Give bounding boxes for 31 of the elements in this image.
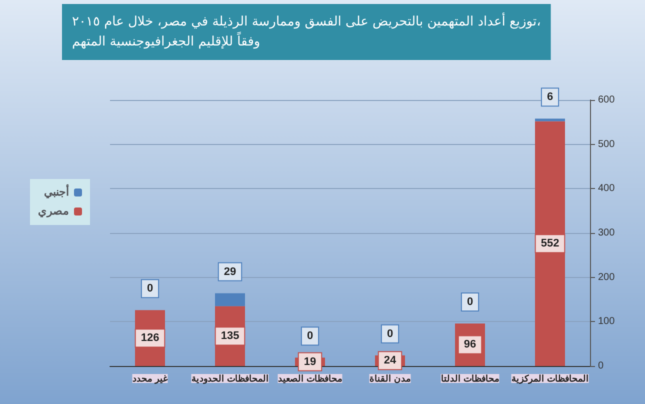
data-label: 29 xyxy=(224,266,236,278)
y-tick-label: 300 xyxy=(598,228,616,238)
x-tick-label: غير محدد xyxy=(132,374,168,384)
x-tick-label: محافظات الصعيد xyxy=(278,374,342,384)
data-label: 24 xyxy=(384,354,397,367)
y-tick-label: 0 xyxy=(598,360,604,372)
data-label: 0 xyxy=(306,330,314,342)
y-tick-label: 600 xyxy=(598,94,616,106)
bar xyxy=(535,121,565,366)
data-label: 126 xyxy=(140,332,160,344)
data-label: 0 xyxy=(386,328,394,340)
x-tick-label: المحافظات المركزية xyxy=(511,374,589,384)
x-tick-label: مدن القناة xyxy=(369,374,411,384)
y-tick-label: 500 xyxy=(598,138,616,150)
legend-label: مصري xyxy=(38,206,69,218)
data-label: 96 xyxy=(464,338,476,351)
chart-title: توزيع أعداد المتهمين بالتحريض على الفسق وممارسة الرذيلة في مصر، خلال عام ٢٠١٥، وفقاً للإقليم الجغرافيوجنسية المتهم xyxy=(72,12,541,50)
y-tick-label: 400 xyxy=(598,183,616,194)
y-tick-label: 100 xyxy=(598,316,616,328)
data-label: 6 xyxy=(546,91,554,104)
legend-label: أجنبي xyxy=(44,184,69,200)
bar xyxy=(215,293,245,306)
data-label: 19 xyxy=(304,356,316,368)
data-label: 552 xyxy=(540,238,560,250)
x-tick-label: محافظات الدلتا xyxy=(440,374,500,384)
bar xyxy=(535,118,565,122)
data-label: 0 xyxy=(466,296,474,308)
x-tick-label: المحافظات الحدودية xyxy=(191,374,269,384)
data-label: 135 xyxy=(220,330,240,342)
data-label: 0 xyxy=(146,282,154,295)
y-tick-label: 200 xyxy=(598,272,616,283)
